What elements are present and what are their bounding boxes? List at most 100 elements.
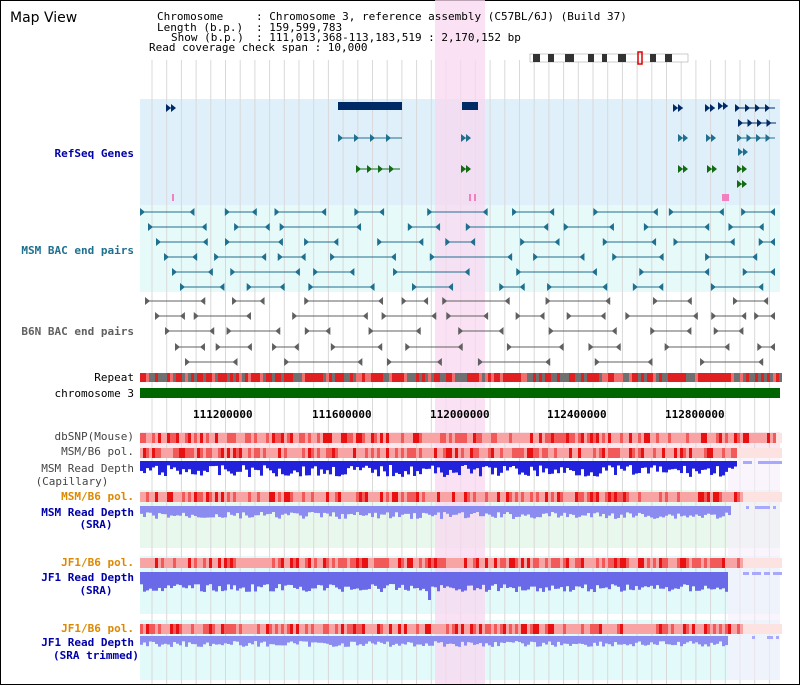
track-label-msm-bac[interactable]: MSM BAC end pairs (21, 244, 134, 257)
msm-b6-pol-cell (176, 448, 179, 458)
b6n-bac-pair-end (377, 343, 383, 351)
repeat-segment (245, 373, 248, 382)
jf1-trim-depth (359, 636, 362, 645)
msm-capillary-depth (194, 461, 197, 475)
jf1-sra-depth (248, 572, 251, 592)
jf1-b6-pol-cell (479, 558, 482, 568)
jf1-b6-pol-cell (398, 558, 401, 568)
jf1-b6-pol-2-cell (677, 624, 680, 634)
dbsnp-cell (686, 433, 689, 443)
msm-capillary-depth (761, 461, 764, 464)
msm-bac-pair-end (543, 223, 549, 231)
repeat-segment (542, 373, 545, 382)
refseq-exon (742, 180, 747, 188)
refseq-exon (466, 165, 471, 173)
jf1-b6-pol-cell (644, 558, 647, 568)
msm-b6-pol-2-cell (764, 492, 767, 502)
msm-b6-pol-2-cell (473, 492, 476, 502)
msm-capillary-depth (572, 461, 575, 472)
dbsnp-cell (440, 433, 443, 443)
msm-capillary-depth (335, 461, 338, 477)
msm-sra-depth (461, 506, 464, 513)
jf1-trim-depth (224, 636, 227, 644)
msm-b6-pol-cell (710, 448, 713, 458)
dbsnp-cell (260, 433, 263, 443)
msm-sra-depth (293, 506, 296, 514)
jf1-trim-depth (560, 636, 563, 646)
jf1-trim-depth (770, 636, 773, 639)
jf1-trim-depth (350, 636, 353, 642)
jf1-sra-depth (467, 572, 470, 586)
dbsnp-cell (353, 433, 356, 443)
repeat-segment (731, 373, 734, 382)
jf1-b6-pol-cell (590, 558, 593, 568)
msm-b6-pol-cell (206, 448, 209, 458)
b6n-bac-pair-end (155, 312, 160, 320)
msm-sra-depth (674, 506, 677, 519)
jf1-b6-pol-cell (593, 558, 596, 568)
jf1-b6-pol-cell (605, 558, 608, 568)
jf1-sra-depth (269, 572, 272, 592)
msm-sra-depth (404, 506, 407, 514)
ideogram-band (650, 54, 656, 62)
jf1-sra-depth (221, 572, 224, 592)
jf1-sra-depth (440, 572, 443, 586)
jf1-b6-pol-2-cell (644, 624, 647, 634)
repeat-segment (143, 373, 146, 382)
dbsnp-cell (278, 433, 281, 443)
jf1-b6-pol-2-cell (311, 624, 314, 634)
repeat-segment (188, 373, 191, 382)
jf1-sra-depth (185, 572, 188, 589)
msm-capillary-depth (344, 461, 347, 475)
jf1-trim-depth (296, 636, 299, 645)
repeat-segment (599, 373, 602, 382)
jf1-b6-pol-cell (575, 558, 578, 568)
jf1-sra-depth (764, 572, 767, 575)
jf1-b6-pol-cell (170, 558, 173, 568)
b6n-bac-pair-end (330, 343, 336, 351)
jf1-b6-pol-cell (461, 558, 464, 568)
msm-capillary-depth (161, 461, 164, 473)
repeat-segment (290, 373, 293, 382)
jf1-trim-depth (656, 636, 659, 645)
jf1-b6-pol-cell (290, 558, 293, 568)
msm-sra-depth (458, 506, 461, 514)
jf1-sra-depth (461, 572, 464, 592)
msm-sra-depth (422, 506, 425, 513)
track-label-refseq[interactable]: RefSeq Genes (54, 147, 134, 160)
jf1-b6-pol-2-cell (386, 624, 389, 634)
b6n-bac-pair-end (215, 343, 221, 351)
b6n-bac-pair-end (457, 343, 463, 351)
jf1-sra-depth (275, 572, 278, 589)
refseq-exon (673, 104, 678, 112)
jf1-b6-pol-2-cell (686, 624, 689, 634)
msm-b6-pol-cell (758, 448, 761, 458)
repeat-segment (770, 373, 773, 382)
msm-b6-pol-2-cell (590, 492, 593, 502)
msm-b6-pol-cell (188, 448, 191, 458)
msm-sra-depth (587, 506, 590, 514)
jf1-trim-depth (317, 636, 320, 643)
b6n-bac-pair-end (650, 327, 656, 335)
msm-b6-pol-cell (305, 448, 308, 458)
msm-b6-pol-cell (386, 448, 389, 458)
msm-bac-pair-end (448, 283, 454, 291)
msm-b6-pol-2-cell (359, 492, 362, 502)
msm-b6-pol-cell (416, 448, 419, 458)
jf1-b6-pol-cell (356, 558, 359, 568)
msm-b6-pol-2-cell (455, 492, 458, 502)
dbsnp-cell (611, 433, 614, 443)
msm-bac-pair-end (393, 268, 399, 276)
jf1-b6-pol-2-cell (236, 624, 239, 634)
track-label-b6n-bac[interactable]: B6N BAC end pairs (21, 325, 134, 338)
jf1-b6-pol-2-cell (590, 624, 593, 634)
msm-b6-pol-2-cell (605, 492, 608, 502)
msm-sra-depth (485, 506, 488, 514)
jf1-b6-pol-cell (251, 558, 254, 568)
b6n-bac-pair-end (594, 358, 600, 366)
jf1-trim-depth (362, 636, 365, 646)
msm-b6-pol-cell (185, 448, 188, 458)
jf1-trim-depth (542, 636, 545, 643)
msm-b6-pol-2-cell (272, 492, 275, 502)
